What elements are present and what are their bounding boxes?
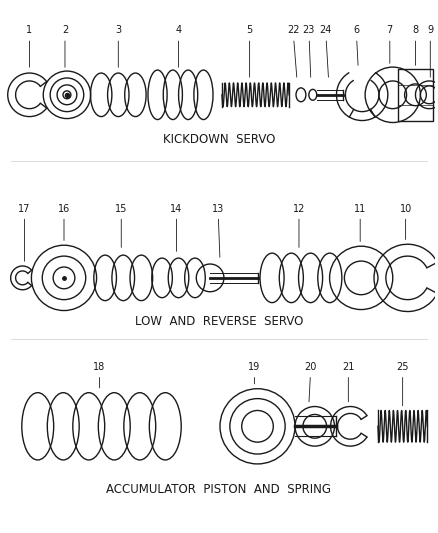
Text: 8: 8 — [413, 26, 419, 66]
Text: 7: 7 — [387, 26, 393, 63]
Text: 19: 19 — [248, 362, 261, 384]
Text: 5: 5 — [247, 26, 253, 77]
Text: 9: 9 — [427, 26, 433, 77]
Text: 10: 10 — [399, 204, 412, 239]
Text: 20: 20 — [305, 362, 317, 402]
Text: 3: 3 — [115, 26, 121, 67]
Text: 4: 4 — [176, 26, 182, 67]
Text: 17: 17 — [18, 204, 31, 261]
Text: 2: 2 — [62, 26, 68, 67]
Text: 15: 15 — [115, 204, 127, 247]
Text: ACCUMULATOR  PISTON  AND  SPRING: ACCUMULATOR PISTON AND SPRING — [106, 483, 332, 496]
Text: 14: 14 — [170, 204, 183, 252]
Text: 22: 22 — [287, 26, 299, 77]
Text: KICKDOWN  SERVO: KICKDOWN SERVO — [163, 133, 275, 146]
Text: 24: 24 — [319, 26, 332, 77]
Text: 25: 25 — [396, 362, 409, 406]
Bar — [398, 69, 433, 120]
Text: 13: 13 — [212, 204, 224, 257]
Text: 16: 16 — [58, 204, 70, 240]
Text: 6: 6 — [353, 26, 359, 66]
Text: 12: 12 — [293, 204, 305, 247]
Text: 21: 21 — [342, 362, 354, 402]
Text: 11: 11 — [354, 204, 366, 241]
Text: 23: 23 — [303, 26, 315, 77]
Text: 18: 18 — [93, 362, 106, 388]
Text: 1: 1 — [26, 26, 32, 67]
Text: LOW  AND  REVERSE  SERVO: LOW AND REVERSE SERVO — [135, 315, 303, 328]
